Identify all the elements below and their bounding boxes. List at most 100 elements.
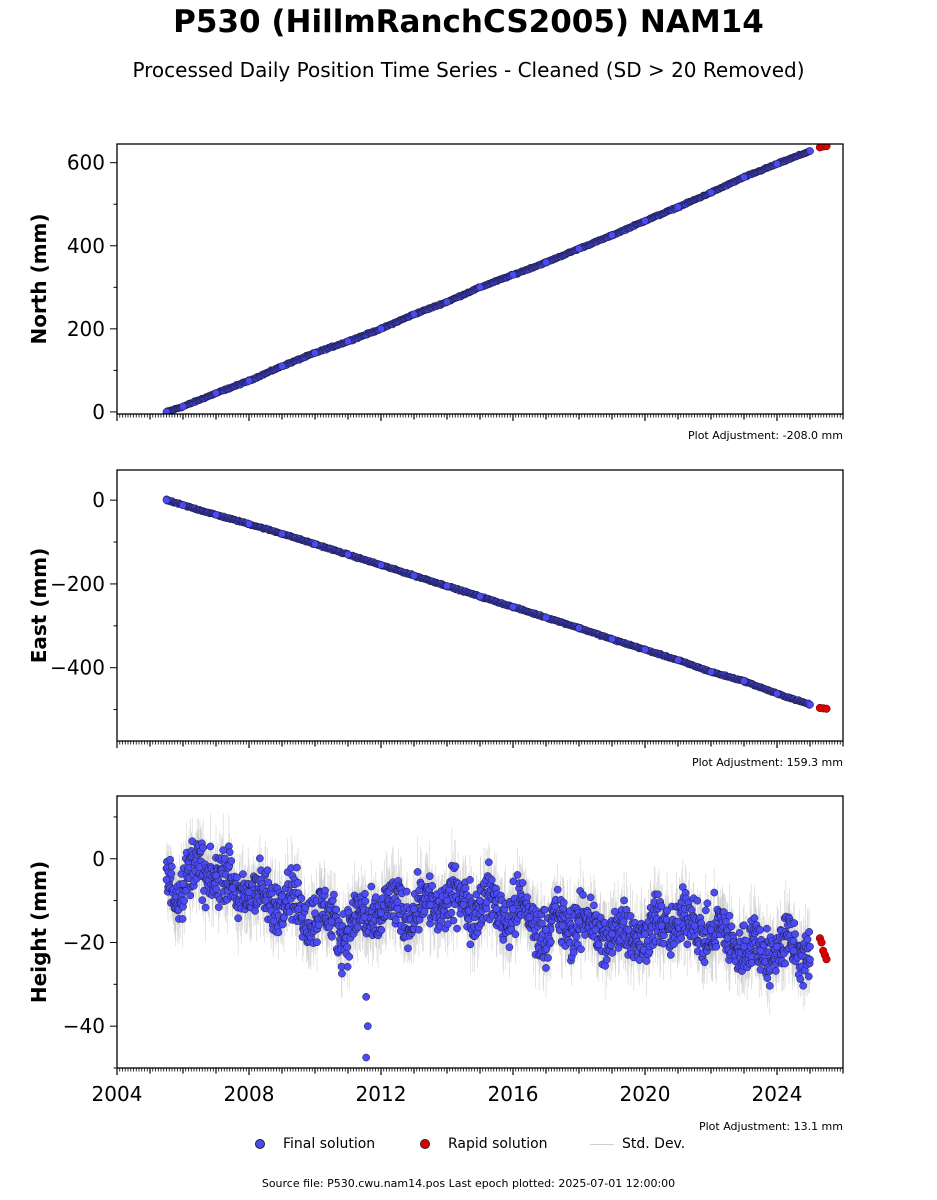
final-point <box>740 173 748 182</box>
final-point <box>509 603 517 611</box>
axes-frame <box>116 469 844 742</box>
rapid-point <box>822 144 831 151</box>
final-point <box>162 408 171 414</box>
final-point <box>476 283 484 292</box>
final-point <box>641 216 649 225</box>
final-point <box>707 668 715 676</box>
final-point <box>180 896 189 905</box>
final-point <box>311 540 319 548</box>
final-point <box>212 510 220 519</box>
final-point <box>451 862 460 871</box>
final-point <box>466 940 475 949</box>
final-point <box>361 897 370 906</box>
plot-area <box>162 144 831 414</box>
final-point <box>278 529 286 538</box>
y-axis-label: North (mm) <box>27 213 51 344</box>
y-tick-label: 400 <box>67 234 105 258</box>
final-point <box>199 843 207 852</box>
final-point <box>551 902 560 911</box>
final-point <box>542 964 550 972</box>
final-point <box>476 592 484 601</box>
final-point <box>332 905 341 914</box>
final-point <box>297 894 306 903</box>
final-point <box>330 890 338 899</box>
final-point <box>425 872 434 881</box>
final-point <box>343 962 352 971</box>
final-point <box>402 887 411 896</box>
final-point <box>518 879 527 887</box>
final-point <box>499 936 508 944</box>
final-point <box>221 854 229 863</box>
final-point <box>542 613 550 622</box>
final-point <box>505 943 514 952</box>
final-point <box>294 878 302 887</box>
final-point <box>404 944 412 953</box>
final-point <box>575 624 583 632</box>
final-point <box>420 907 429 916</box>
panel-1: 0 200 400 600 North (mm) Plot Adjustment: -20… <box>27 143 844 442</box>
final-point <box>167 869 176 878</box>
final-point <box>227 857 236 865</box>
final-point <box>540 906 549 914</box>
chart-title: P530 (HillmRanchCS2005) NAM14 <box>173 4 764 40</box>
final-point <box>239 870 247 878</box>
y-ticks <box>110 162 117 413</box>
final-point <box>343 943 352 952</box>
final-point <box>392 916 400 925</box>
final-point <box>179 402 187 411</box>
final-point <box>410 571 418 580</box>
y-axis-label: East (mm) <box>27 548 51 664</box>
final-point <box>443 582 451 590</box>
final-point <box>487 875 496 884</box>
final-point <box>413 868 422 876</box>
final-point <box>377 324 385 333</box>
final-point <box>278 362 286 371</box>
final-point <box>367 882 376 891</box>
y-tick-label: 0 <box>92 400 105 424</box>
final-point <box>186 891 195 900</box>
y-tick-label: −400 <box>50 656 105 680</box>
final-point <box>511 930 520 939</box>
final-point <box>377 561 385 569</box>
final-point <box>443 920 452 928</box>
final-point <box>544 954 552 962</box>
final-point <box>674 203 682 211</box>
final-point <box>428 881 436 890</box>
final-point <box>371 893 380 902</box>
final-point <box>608 635 616 644</box>
final-point <box>453 924 461 933</box>
final-point <box>707 188 715 197</box>
y-tick-label: 600 <box>67 151 105 175</box>
final-point <box>806 147 814 155</box>
plot-adjustment-label: Plot Adjustment: -208.0 mm <box>688 429 843 442</box>
final-point <box>198 896 207 905</box>
final-point <box>513 871 522 879</box>
final-point <box>251 907 259 915</box>
plot-adjustment-label: Plot Adjustment: 159.3 mm <box>692 756 843 769</box>
final-point <box>245 376 253 385</box>
final-point <box>293 863 301 872</box>
final-point <box>608 231 616 240</box>
final-point <box>278 920 287 929</box>
chart-subtitle: Processed Daily Position Time Series - C… <box>132 58 805 82</box>
final-point <box>338 969 346 978</box>
final-point <box>311 349 319 357</box>
final-point <box>575 244 583 253</box>
final-points <box>162 147 814 414</box>
y-tick-label: 0 <box>92 488 105 512</box>
final-point <box>523 893 531 902</box>
final-point <box>225 848 234 857</box>
final-point <box>274 928 283 937</box>
final-point <box>740 677 748 685</box>
final-point <box>447 908 456 917</box>
final-point <box>315 921 323 929</box>
final-point <box>212 885 221 894</box>
final-points <box>162 495 814 709</box>
y-tick-label: 200 <box>67 317 105 341</box>
x-ticks <box>116 414 844 421</box>
final-point <box>245 520 253 528</box>
final-point <box>553 885 562 894</box>
final-point <box>641 645 649 654</box>
